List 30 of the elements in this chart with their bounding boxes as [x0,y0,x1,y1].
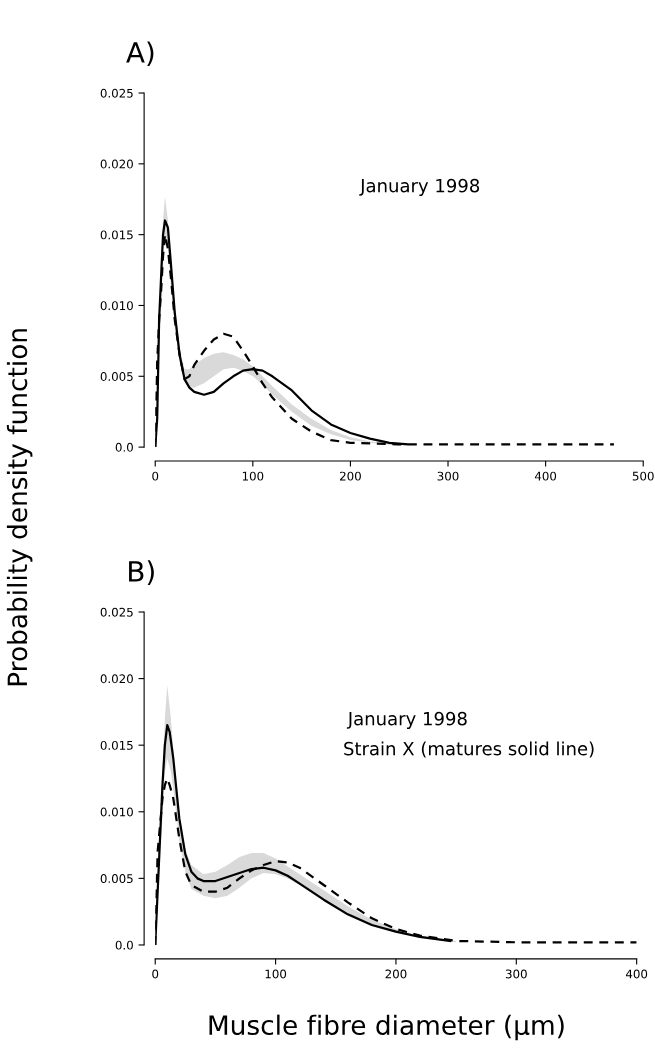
chart-title: B) [129,560,154,586]
y-tick-label: 0.025 [100,607,133,617]
x-tick-label: 500 [632,471,654,481]
annotation: January 1998 [346,711,467,729]
y-axis-title: Probability density function [6,329,33,686]
x-tick-label: 0 [152,471,159,481]
annotation: January 1998 [359,178,480,196]
annotation: Strain X (matures solid line) [344,741,594,758]
y-tick-label: 0.020 [100,159,133,169]
y-tick-label: 0.020 [100,674,133,684]
y-tick-label: 0.010 [100,301,133,311]
y-tick-label: 0.025 [100,88,133,98]
x-tick-label: 200 [340,471,361,481]
y-tick-label: 0.015 [100,740,133,750]
x-tick-label: 100 [242,471,264,481]
x-tick-label: 200 [385,969,407,979]
x-tick-label: 300 [505,969,527,979]
chart-title: A) [126,41,154,67]
x-tick-label: 400 [625,969,648,979]
y-tick-label: 0.0 [115,442,133,452]
y-tick-label: 0.005 [100,874,133,884]
x-tick-label: 100 [265,969,287,979]
x-tick-label: 300 [437,471,459,481]
x-tick-label: 400 [534,471,557,481]
y-tick-label: 0.0 [115,940,133,950]
y-tick-label: 0.005 [100,372,133,381]
y-tick-label: 0.015 [100,230,133,240]
x-tick-label: 0 [152,969,159,979]
x-axis-title: Muscle fibre diameter (μm) [209,1014,564,1041]
y-tick-label: 0.010 [100,807,133,817]
